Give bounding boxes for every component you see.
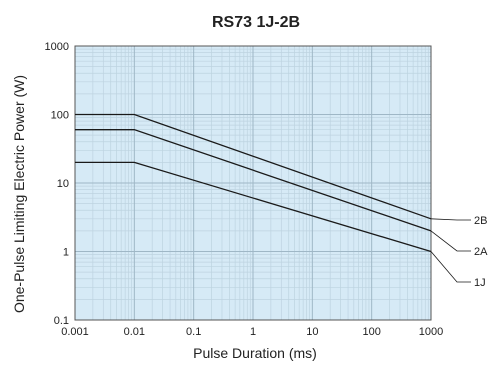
x-tick-label: 0.01 [124,326,145,338]
series-line-2b [75,113,432,220]
x-tick-label: 0.1 [186,326,201,338]
series: 2B 2A 1J [75,113,488,289]
y-tick-label: 0.1 [54,315,69,327]
y-axis-label: One-Pulse Limiting Electric Power (W) [11,75,27,313]
x-tick-label: 0.001 [61,326,89,338]
x-axis-label: Pulse Duration (ms) [193,345,317,361]
y-tick-label: 1 [63,247,69,259]
chart-title: RS73 1J-2B [212,14,300,31]
x-tick-label: 1 [250,326,256,338]
series-callout-2b [430,218,471,221]
series-label-2b: 2B [474,215,487,227]
x-tick-label: 1000 [419,326,443,338]
x-tick-label: 10 [306,326,318,338]
series-label-2a: 2A [474,246,488,258]
series-callout-1j [430,251,471,283]
plot-frame [74,45,432,321]
series-line-1j [75,161,432,253]
plot-area [74,45,432,321]
tick-labels: 0.001 0.01 0.1 1 10 100 1000 0.1 1 10 100 1000 [45,41,444,338]
series-line-2a [75,129,432,232]
y-tick-label: 10 [57,178,69,190]
x-tick-label: 100 [362,326,380,338]
series-label-1j: 1J [474,277,486,289]
y-tick-label: 1000 [45,41,69,53]
y-tick-label: 100 [51,110,69,122]
series-callout-2a [430,230,471,252]
